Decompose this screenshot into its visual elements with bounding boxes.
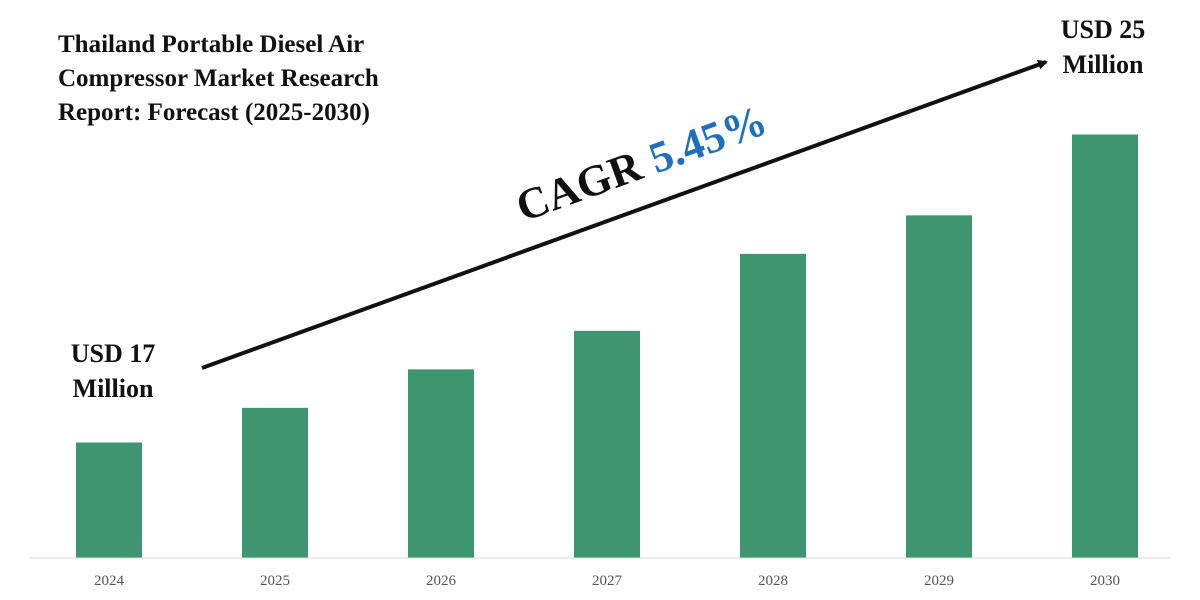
bar-series [76,134,1138,558]
start-value-line-2: Million [73,374,154,403]
x-tick-label-2030: 2030 [1090,573,1120,589]
bar-2027 [574,330,640,558]
x-axis-tick-labels: 2024 2025 2026 2027 2028 2029 2030 [94,573,1120,589]
chart-title-line-2: Compressor Market Research [58,65,379,92]
growth-trend-arrow [201,60,1048,370]
bar-2028 [740,253,806,558]
x-tick-label-2028: 2028 [758,573,788,589]
x-tick-label-2025: 2025 [260,573,290,589]
bar-2029 [906,215,972,558]
chart-title-line-3: Report: Forecast (2025-2030) [58,99,370,126]
end-value-line-2: Million [1063,50,1144,79]
bar-2026 [408,369,474,558]
x-tick-label-2026: 2026 [426,573,457,589]
end-value-line-1: USD 25 [1061,15,1146,44]
x-tick-label-2024: 2024 [94,573,125,589]
bar-2030 [1072,134,1138,558]
x-tick-label-2029: 2029 [924,573,954,589]
x-tick-label-2027: 2027 [592,573,623,589]
cagr-annotation: CAGR5.45% [510,96,773,232]
start-value-line-1: USD 17 [71,339,156,368]
bar-2024 [76,442,142,558]
bar-2025 [242,407,308,558]
cagr-label: CAGR [510,141,650,232]
chart-title-line-1: Thailand Portable Diesel Air [58,31,364,58]
